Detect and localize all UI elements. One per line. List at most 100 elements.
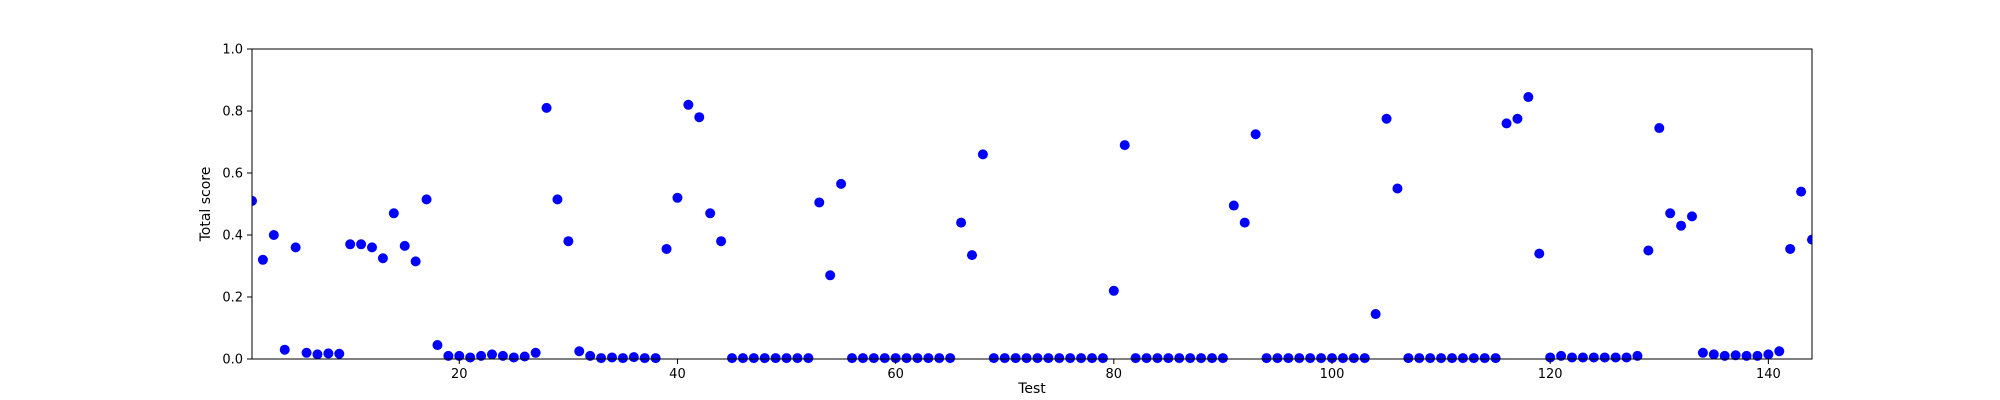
data-point xyxy=(530,347,541,358)
data-point xyxy=(1610,352,1621,363)
data-point xyxy=(1741,350,1752,361)
data-point xyxy=(1796,186,1807,197)
data-point xyxy=(956,217,967,228)
data-point xyxy=(770,353,781,364)
data-point xyxy=(1501,118,1512,129)
data-point xyxy=(945,353,956,364)
data-point xyxy=(1348,353,1359,364)
data-point xyxy=(1414,353,1425,364)
data-point xyxy=(476,350,487,361)
data-point xyxy=(1228,200,1239,211)
data-point xyxy=(563,236,574,247)
y-tick-label: 1.0 xyxy=(222,43,243,58)
data-point xyxy=(1217,353,1228,364)
data-point xyxy=(596,353,607,364)
y-tick-label: 0.2 xyxy=(222,291,243,306)
data-point xyxy=(694,112,705,123)
data-point xyxy=(1163,353,1174,364)
data-point xyxy=(1545,352,1556,363)
x-tick-label: 100 xyxy=(1320,367,1345,382)
data-point xyxy=(1130,353,1141,364)
data-point xyxy=(1730,350,1741,361)
x-tick-label: 20 xyxy=(451,367,468,382)
data-point xyxy=(377,253,388,264)
data-point xyxy=(519,351,530,362)
data-point xyxy=(759,353,770,364)
data-point xyxy=(508,352,519,363)
data-point xyxy=(1807,234,1812,245)
data-point xyxy=(650,353,661,364)
data-point xyxy=(1021,353,1032,364)
y-axis-label: Total score xyxy=(198,167,214,243)
data-point xyxy=(923,353,934,364)
data-point xyxy=(1643,245,1654,256)
data-point xyxy=(1403,353,1414,364)
x-tick-label: 40 xyxy=(669,367,686,382)
data-point xyxy=(1752,350,1763,361)
x-tick-label: 140 xyxy=(1756,367,1781,382)
data-point xyxy=(1665,208,1676,219)
data-point xyxy=(1087,353,1097,364)
data-point xyxy=(1556,350,1567,361)
data-point xyxy=(334,348,345,359)
x-tick-label: 120 xyxy=(1538,367,1563,382)
data-point xyxy=(1523,92,1534,103)
data-point xyxy=(1108,285,1119,296)
data-point xyxy=(454,350,465,361)
data-point xyxy=(901,353,912,364)
points-layer xyxy=(252,92,1812,364)
data-point xyxy=(290,242,301,253)
data-point xyxy=(552,194,563,205)
data-point xyxy=(356,239,367,250)
data-point xyxy=(1708,349,1719,360)
data-point xyxy=(1207,353,1217,364)
data-point xyxy=(607,352,617,363)
data-point xyxy=(1719,350,1730,361)
data-point xyxy=(312,349,323,360)
data-point xyxy=(1076,353,1087,364)
data-point xyxy=(1152,353,1163,364)
data-point xyxy=(1370,309,1381,320)
data-point xyxy=(803,353,814,364)
data-point xyxy=(585,350,596,361)
data-point xyxy=(432,340,443,351)
data-point xyxy=(988,353,999,364)
data-point xyxy=(1654,123,1665,134)
data-point xyxy=(497,350,508,361)
data-point xyxy=(825,270,836,281)
data-point xyxy=(1032,353,1043,364)
data-point xyxy=(1577,352,1588,363)
data-point xyxy=(1119,140,1130,151)
data-point xyxy=(977,149,988,160)
data-point xyxy=(879,353,890,364)
data-point xyxy=(301,347,312,358)
y-axis-ticks: 0.0 0.2 0.4 0.6 0.8 1.0 xyxy=(222,43,252,368)
data-point xyxy=(1065,353,1076,364)
data-point xyxy=(257,254,268,265)
data-point xyxy=(639,353,650,364)
data-point xyxy=(1381,113,1392,124)
data-point xyxy=(628,352,639,363)
data-point xyxy=(1054,353,1065,364)
data-point xyxy=(1534,248,1545,259)
data-point xyxy=(252,195,257,206)
data-point xyxy=(1588,352,1599,363)
data-point xyxy=(868,353,879,364)
y-tick-label: 0.6 xyxy=(222,167,243,182)
data-point xyxy=(1468,353,1479,364)
data-point xyxy=(1316,353,1327,364)
data-point xyxy=(1392,183,1403,194)
y-tick-label: 0.4 xyxy=(222,229,243,244)
data-point xyxy=(410,256,421,267)
data-point xyxy=(1676,220,1687,231)
data-point xyxy=(781,353,792,364)
data-point xyxy=(1010,353,1021,364)
data-point xyxy=(814,197,825,208)
data-point xyxy=(1785,243,1796,254)
data-point xyxy=(672,192,683,203)
data-point xyxy=(1697,347,1708,358)
data-point xyxy=(1567,352,1577,363)
data-point xyxy=(1043,353,1054,364)
data-point xyxy=(443,350,454,361)
data-point xyxy=(934,353,945,364)
